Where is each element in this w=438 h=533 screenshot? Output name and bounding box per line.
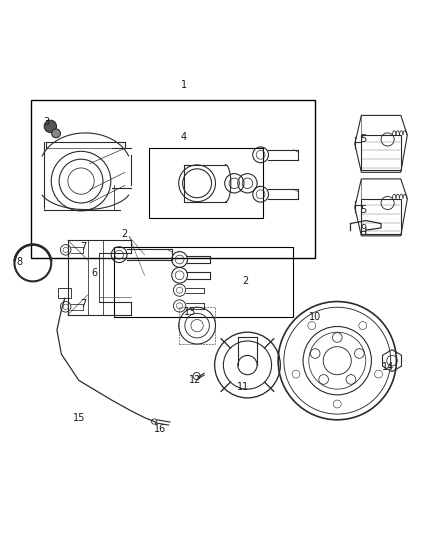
Text: 16: 16 — [154, 424, 166, 433]
Text: 12: 12 — [189, 375, 201, 385]
Text: 7: 7 — [80, 298, 86, 309]
Bar — [179, 307, 215, 344]
Bar — [58, 287, 71, 298]
Bar — [114, 247, 293, 317]
Text: 1: 1 — [181, 80, 187, 90]
Circle shape — [52, 129, 60, 138]
Text: 2: 2 — [242, 276, 248, 286]
Text: 6: 6 — [91, 268, 97, 278]
Text: 2: 2 — [122, 229, 128, 239]
Bar — [149, 148, 263, 219]
Text: 4: 4 — [181, 132, 187, 142]
Text: 10: 10 — [309, 312, 321, 322]
Text: 3: 3 — [43, 117, 49, 127]
Text: 13: 13 — [184, 308, 197, 318]
Bar — [31, 100, 315, 258]
Text: 5: 5 — [360, 134, 367, 144]
Text: 7: 7 — [80, 242, 86, 252]
Text: 15: 15 — [73, 413, 85, 423]
Text: 9: 9 — [360, 224, 367, 235]
Text: 8: 8 — [17, 257, 23, 267]
Circle shape — [44, 120, 57, 133]
Text: 14: 14 — [381, 362, 394, 372]
Text: 11: 11 — [237, 382, 249, 392]
Text: 5: 5 — [360, 205, 367, 215]
